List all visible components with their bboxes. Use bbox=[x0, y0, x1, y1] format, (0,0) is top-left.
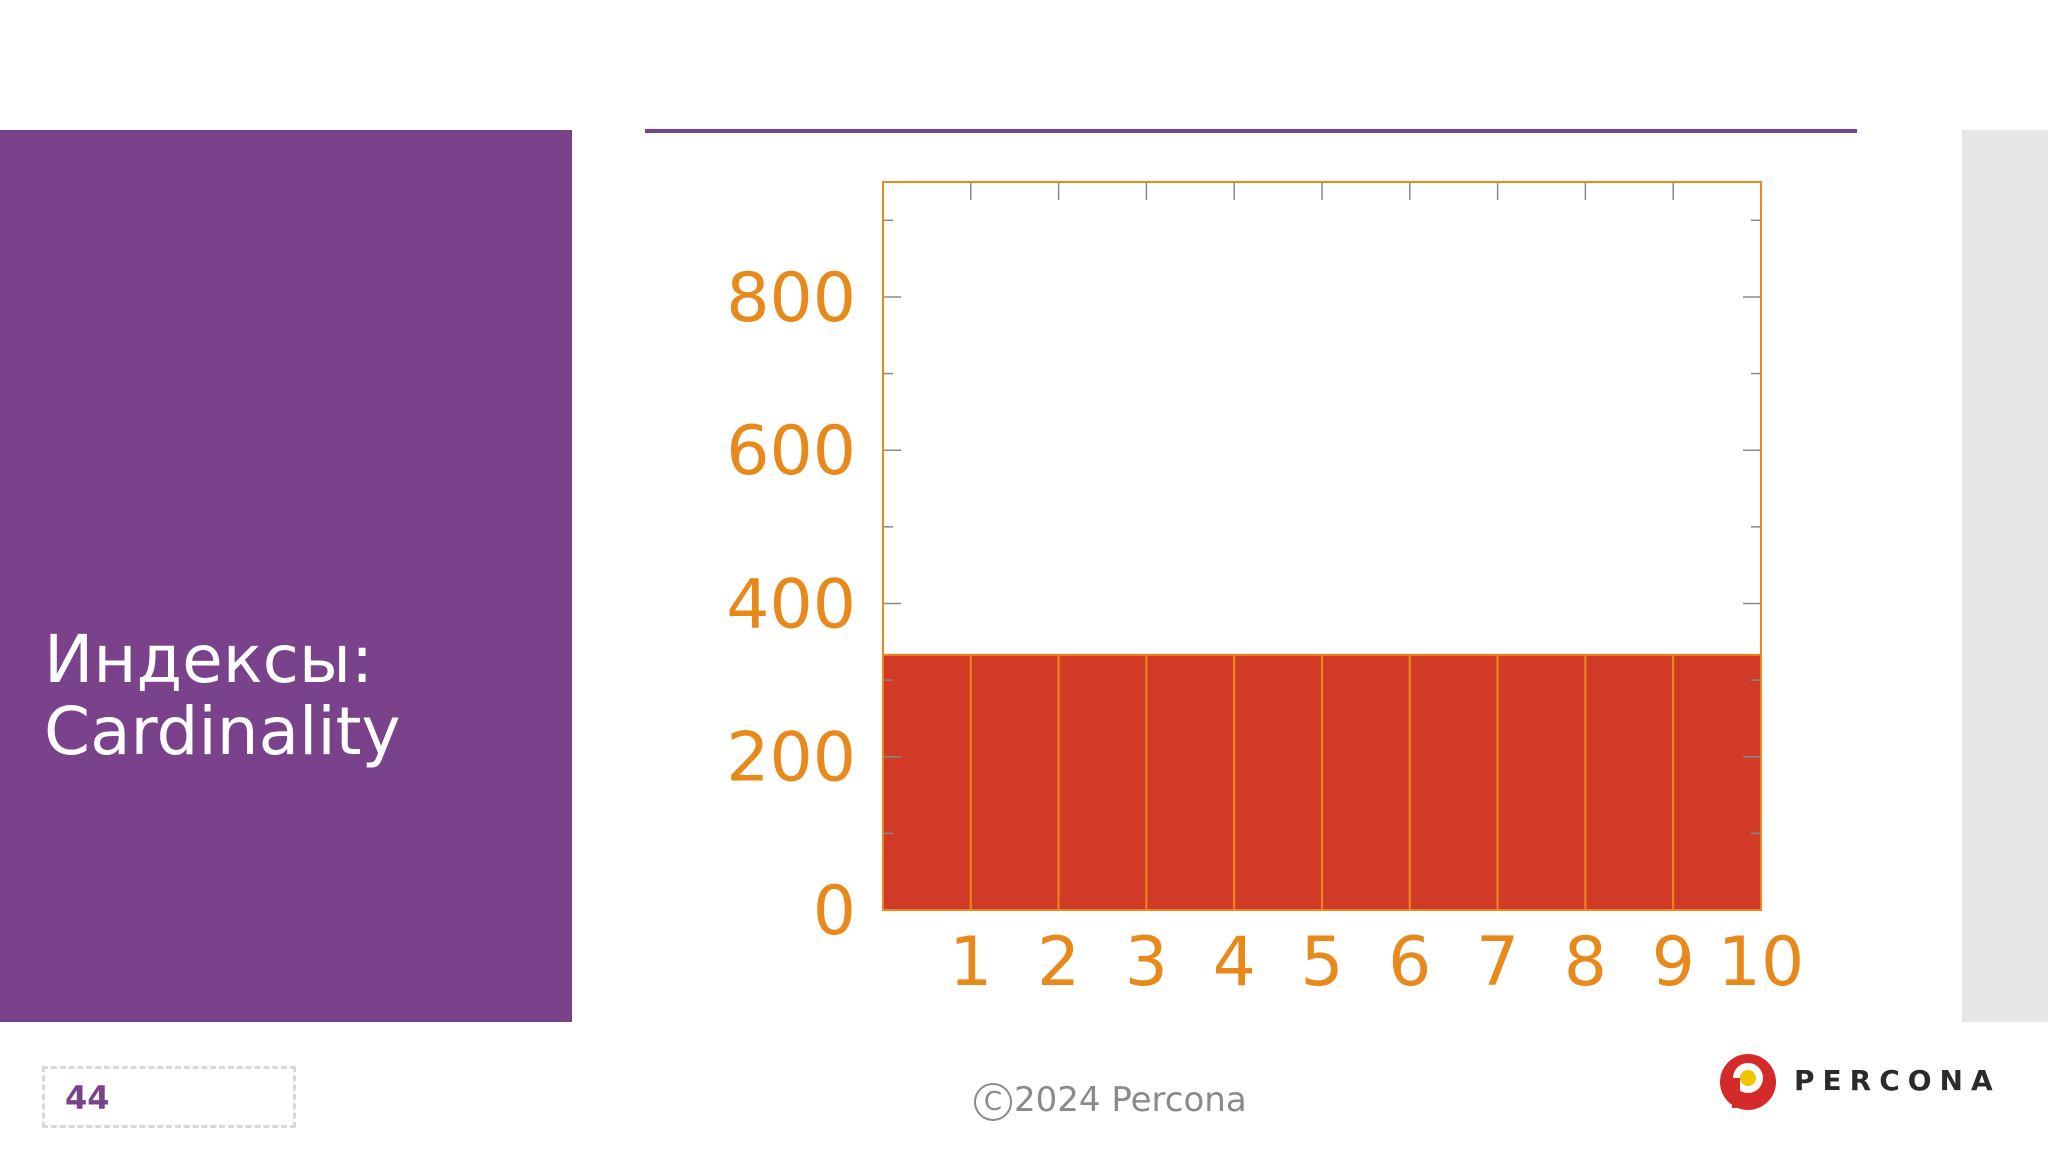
bars-group bbox=[882, 653, 1762, 911]
y-tick-label-400: 400 bbox=[726, 565, 856, 644]
y-tick-label-600: 600 bbox=[726, 412, 856, 491]
x-tick-label-9: 9 bbox=[1652, 923, 1695, 1002]
y-tick-label-800: 800 bbox=[726, 259, 856, 338]
x-tick-label-4: 4 bbox=[1213, 923, 1256, 1002]
x-tick-label-5: 5 bbox=[1300, 923, 1343, 1002]
percona-logo-icon bbox=[1720, 1054, 1776, 1110]
bar-3 bbox=[1057, 653, 1148, 911]
bar-4 bbox=[1145, 653, 1236, 911]
x-tick-label-3: 3 bbox=[1125, 923, 1168, 1002]
bar-8 bbox=[1496, 653, 1587, 911]
header-divider bbox=[645, 129, 1857, 133]
bar-6 bbox=[1321, 653, 1411, 911]
y-tick-label-200: 200 bbox=[726, 719, 856, 798]
x-tick-label-2: 2 bbox=[1037, 923, 1080, 1002]
x-tick-label-8: 8 bbox=[1564, 923, 1607, 1002]
percona-logo: PERCONA bbox=[1718, 1050, 1993, 1114]
copyright-icon: C bbox=[974, 1082, 1012, 1121]
bar-chart: 0 200 400 600 800 1 2 3 4 5 6 7 8 9 10 bbox=[726, 181, 1804, 1002]
x-tick-label-10: 10 bbox=[1718, 923, 1805, 1002]
bar-10 bbox=[1672, 653, 1762, 911]
page-number-box: 44 bbox=[42, 1066, 296, 1128]
x-tick-label-7: 7 bbox=[1476, 923, 1519, 1002]
x-tick-label-1: 1 bbox=[949, 923, 992, 1002]
x-tick-label-6: 6 bbox=[1388, 923, 1431, 1002]
bar-1 bbox=[882, 653, 972, 911]
percona-logo-text: PERCONA bbox=[1794, 1064, 2001, 1097]
bar-9 bbox=[1584, 653, 1675, 911]
x-tick-labels: 1 2 3 4 5 6 7 8 9 10 bbox=[949, 923, 1804, 1002]
y-tick-label-0: 0 bbox=[813, 872, 856, 951]
slide-title: Индексы: Cardinality bbox=[44, 624, 564, 768]
y-tick-labels: 0 200 400 600 800 bbox=[726, 259, 856, 951]
copyright-text: 2024 Percona bbox=[1014, 1080, 1247, 1120]
title-panel: Индексы: Cardinality bbox=[0, 130, 572, 1022]
copyright: C 2024 Percona bbox=[974, 1080, 1247, 1121]
bar-2 bbox=[969, 653, 1060, 911]
page-number: 44 bbox=[65, 1079, 110, 1117]
slide-title-line-1: Индексы: bbox=[44, 621, 374, 698]
plot-frame bbox=[882, 181, 1762, 911]
side-strip bbox=[1962, 130, 2048, 1022]
bar-5 bbox=[1233, 653, 1323, 911]
bar-7 bbox=[1408, 653, 1499, 911]
slide-title-line-2: Cardinality bbox=[44, 693, 401, 770]
